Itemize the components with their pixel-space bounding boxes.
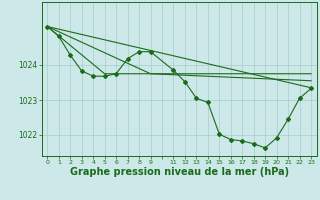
X-axis label: Graphe pression niveau de la mer (hPa): Graphe pression niveau de la mer (hPa) [70,167,289,177]
